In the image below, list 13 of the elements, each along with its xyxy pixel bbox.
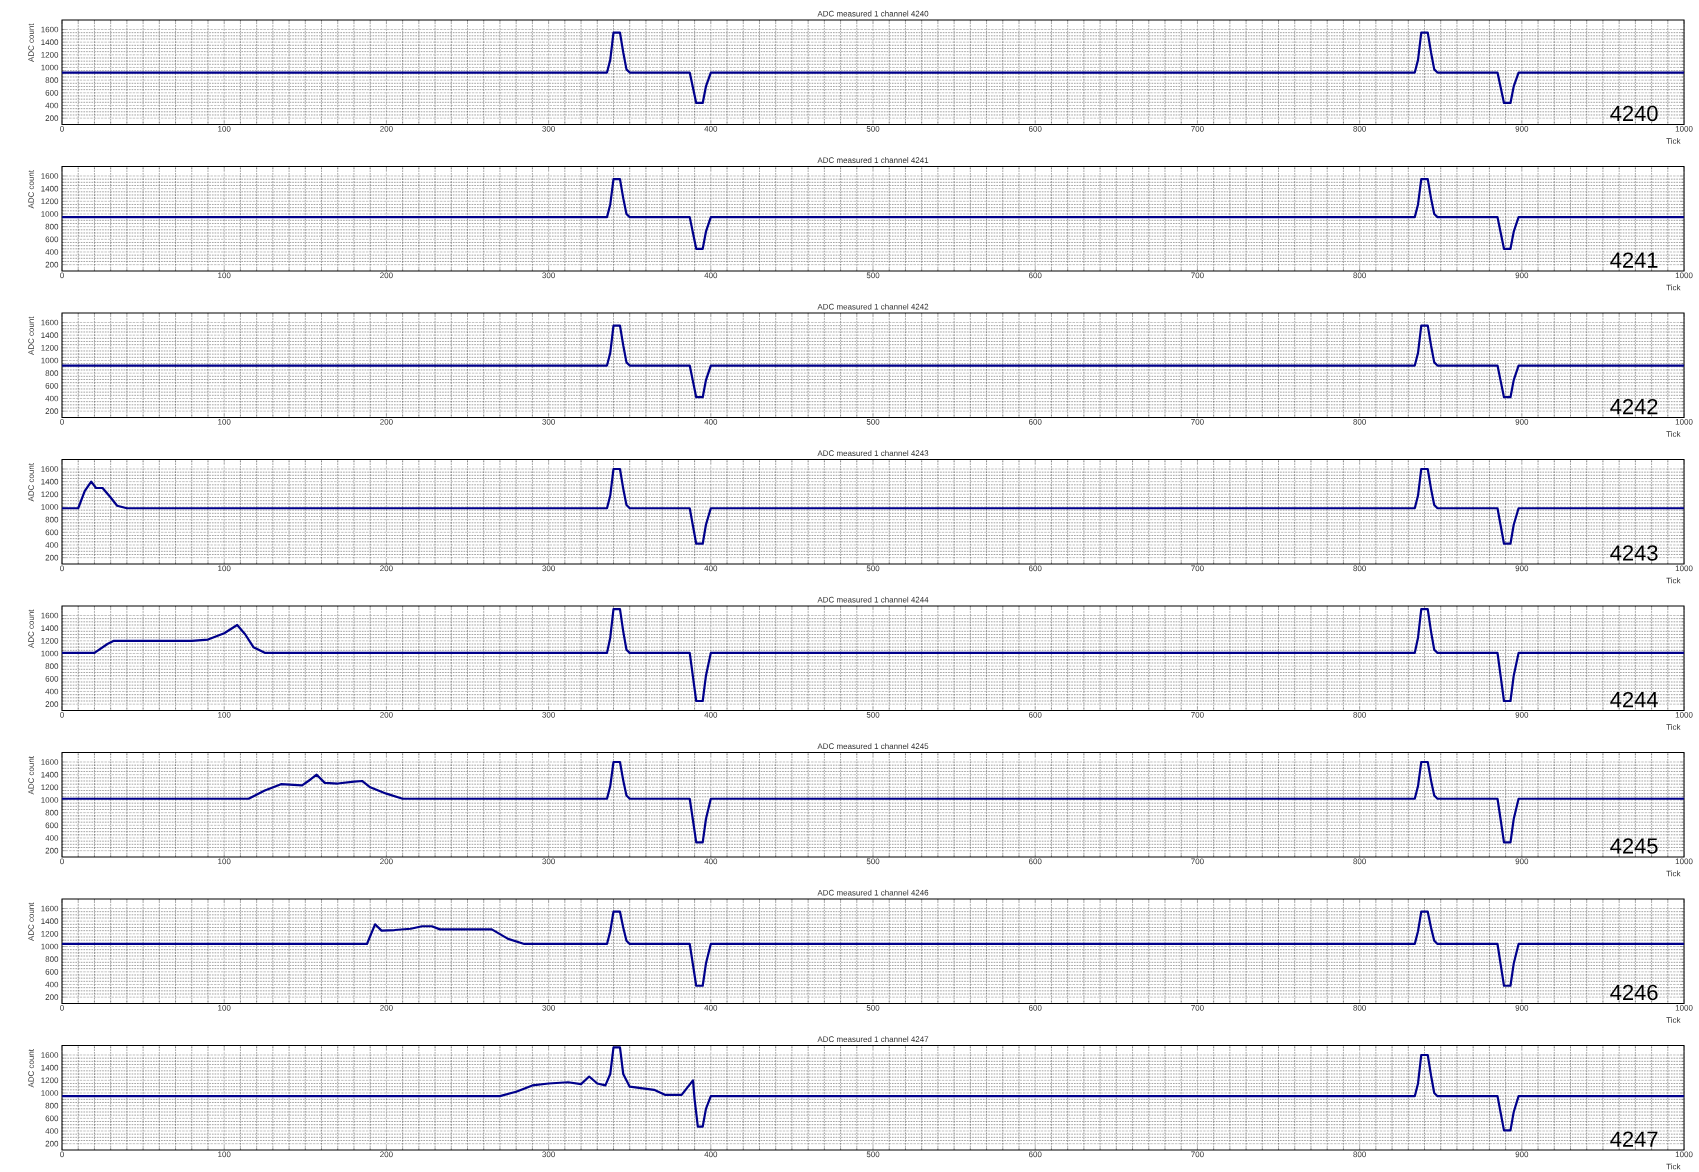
line-series: [62, 178, 1685, 250]
annotation: 4243: [1610, 545, 1658, 561]
annotation: 4242: [1610, 398, 1658, 415]
annotation: 4244: [1610, 691, 1658, 708]
line-series: [62, 1046, 1685, 1132]
annotation: 4246: [1610, 984, 1658, 1001]
annotation: 4240: [1610, 105, 1658, 122]
annotation: 4247: [1610, 1131, 1658, 1147]
line-series: [62, 467, 1685, 545]
line-series: [62, 31, 1685, 105]
line-series: [62, 324, 1685, 399]
annotation: 4245: [1610, 838, 1658, 854]
annotation: 4241: [1610, 252, 1658, 268]
